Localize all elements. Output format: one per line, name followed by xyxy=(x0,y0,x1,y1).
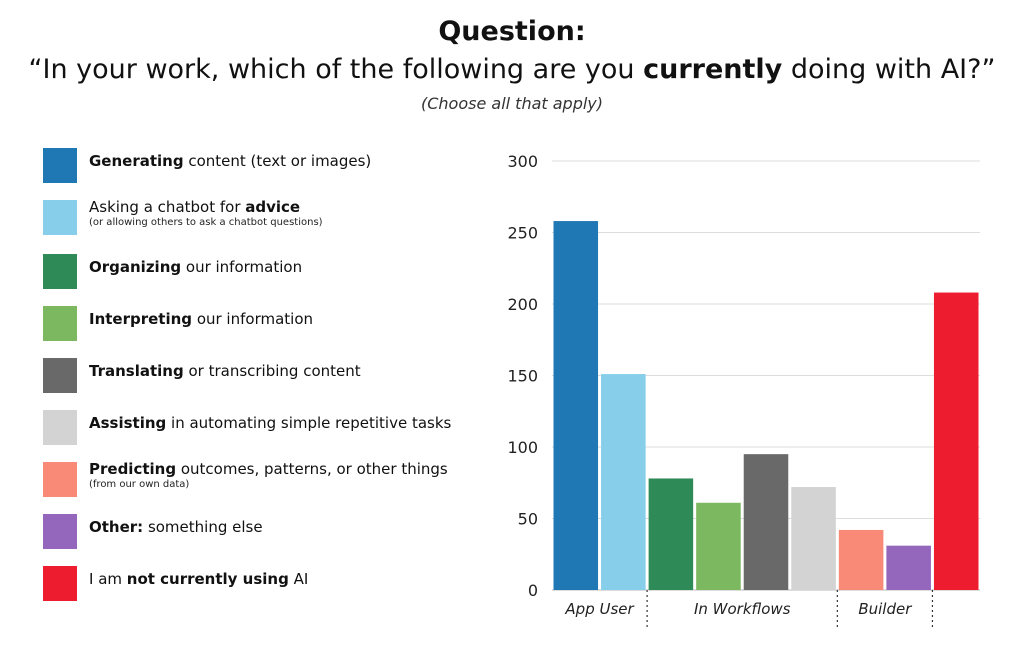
y-tick-label: 300 xyxy=(507,152,538,171)
legend-swatch xyxy=(43,410,77,445)
legend-label-rest: in automating simple repetitive tasks xyxy=(166,414,452,432)
legend-item: Interpreting our information xyxy=(43,306,473,342)
bar xyxy=(601,374,646,590)
legend-label: Assisting in automating simple repetitiv… xyxy=(89,414,451,432)
y-tick-label: 250 xyxy=(507,224,538,243)
legend-label-rest: AI xyxy=(288,570,309,588)
legend-label: Generating content (text or images) xyxy=(89,152,371,170)
bar xyxy=(886,545,931,590)
legend-label-bold: Organizing xyxy=(89,258,182,276)
question-post: doing with AI?” xyxy=(782,54,996,85)
group-label: App User xyxy=(564,600,634,618)
legend-swatch xyxy=(43,462,77,497)
legend-label: Asking a chatbot for advice (or allowing … xyxy=(89,198,323,229)
legend-item: Translating or transcribing content xyxy=(43,358,473,394)
legend-label-bold: Generating xyxy=(89,152,184,170)
y-tick-label: 200 xyxy=(507,295,538,314)
group-label: In Workflows xyxy=(694,600,791,618)
legend-label: Translating or transcribing content xyxy=(89,362,361,380)
legend-label-pre: I am xyxy=(89,570,127,588)
legend-item: Assisting in automating simple repetitiv… xyxy=(43,410,473,446)
bar xyxy=(648,478,694,590)
bar xyxy=(838,529,884,590)
legend-item: Other: something else xyxy=(43,514,473,550)
legend-label: Organizing our information xyxy=(89,258,302,276)
bar xyxy=(743,454,789,590)
legend-swatch xyxy=(43,200,77,235)
legend-label-rest: or transcribing content xyxy=(183,362,361,380)
bar xyxy=(696,502,741,590)
legend-label-bold: Predicting xyxy=(89,460,177,478)
legend-label-rest: our information xyxy=(181,258,303,276)
legend-label-bold: Other: xyxy=(89,518,144,536)
legend-label-bold: Assisting xyxy=(89,414,167,432)
legend-label: I am not currently using AI xyxy=(89,570,308,588)
question-bold: currently xyxy=(643,54,783,85)
legend-label-rest: our information xyxy=(192,310,314,328)
y-tick-label: 100 xyxy=(507,438,538,457)
chart-title: Question: xyxy=(438,16,586,47)
y-tick-label: 150 xyxy=(507,367,538,386)
legend-swatch xyxy=(43,566,77,601)
legend-swatch xyxy=(43,148,77,183)
legend-sublabel: (or allowing others to ask a chatbot que… xyxy=(89,217,323,228)
legend-swatch xyxy=(43,514,77,549)
legend-label-bold: Interpreting xyxy=(89,310,193,328)
legend-label-bold: Translating xyxy=(89,362,184,380)
legend-label: Predicting outcomes, patterns, or other … xyxy=(89,460,448,491)
y-tick-label: 0 xyxy=(528,581,538,600)
bar xyxy=(791,487,836,590)
legend-swatch xyxy=(43,254,77,289)
legend-label-rest: content (text or images) xyxy=(183,152,372,170)
legend-item: I am not currently using AI xyxy=(43,566,473,602)
legend-label: Other: something else xyxy=(89,518,263,536)
legend-swatch xyxy=(43,306,77,341)
bar xyxy=(933,292,979,590)
legend-item: Asking a chatbot for advice (or allowing … xyxy=(43,198,473,236)
legend-label-rest: outcomes, patterns, or other things xyxy=(176,460,448,478)
legend-item: Predicting outcomes, patterns, or other … xyxy=(43,460,473,498)
legend-swatch xyxy=(43,358,77,393)
legend-label-bold: advice xyxy=(245,198,301,216)
question-note: (Choose all that apply) xyxy=(420,94,604,113)
group-label: Builder xyxy=(858,600,912,618)
question-pre: “In your work, which of the following ar… xyxy=(28,54,644,85)
y-tick-label: 50 xyxy=(518,510,538,529)
legend-label: Interpreting our information xyxy=(89,310,313,328)
legend-label-pre: Asking a chatbot for xyxy=(89,198,246,216)
legend-label-bold: not currently using xyxy=(126,570,289,588)
question-text: “In your work, which of the following ar… xyxy=(0,54,1024,85)
legend-item: Organizing our information xyxy=(43,254,473,290)
legend-sublabel: (from our own data) xyxy=(89,479,190,490)
bar xyxy=(553,221,599,590)
legend-label-rest: something else xyxy=(143,518,263,536)
legend-item: Generating content (text or images) xyxy=(43,148,473,184)
